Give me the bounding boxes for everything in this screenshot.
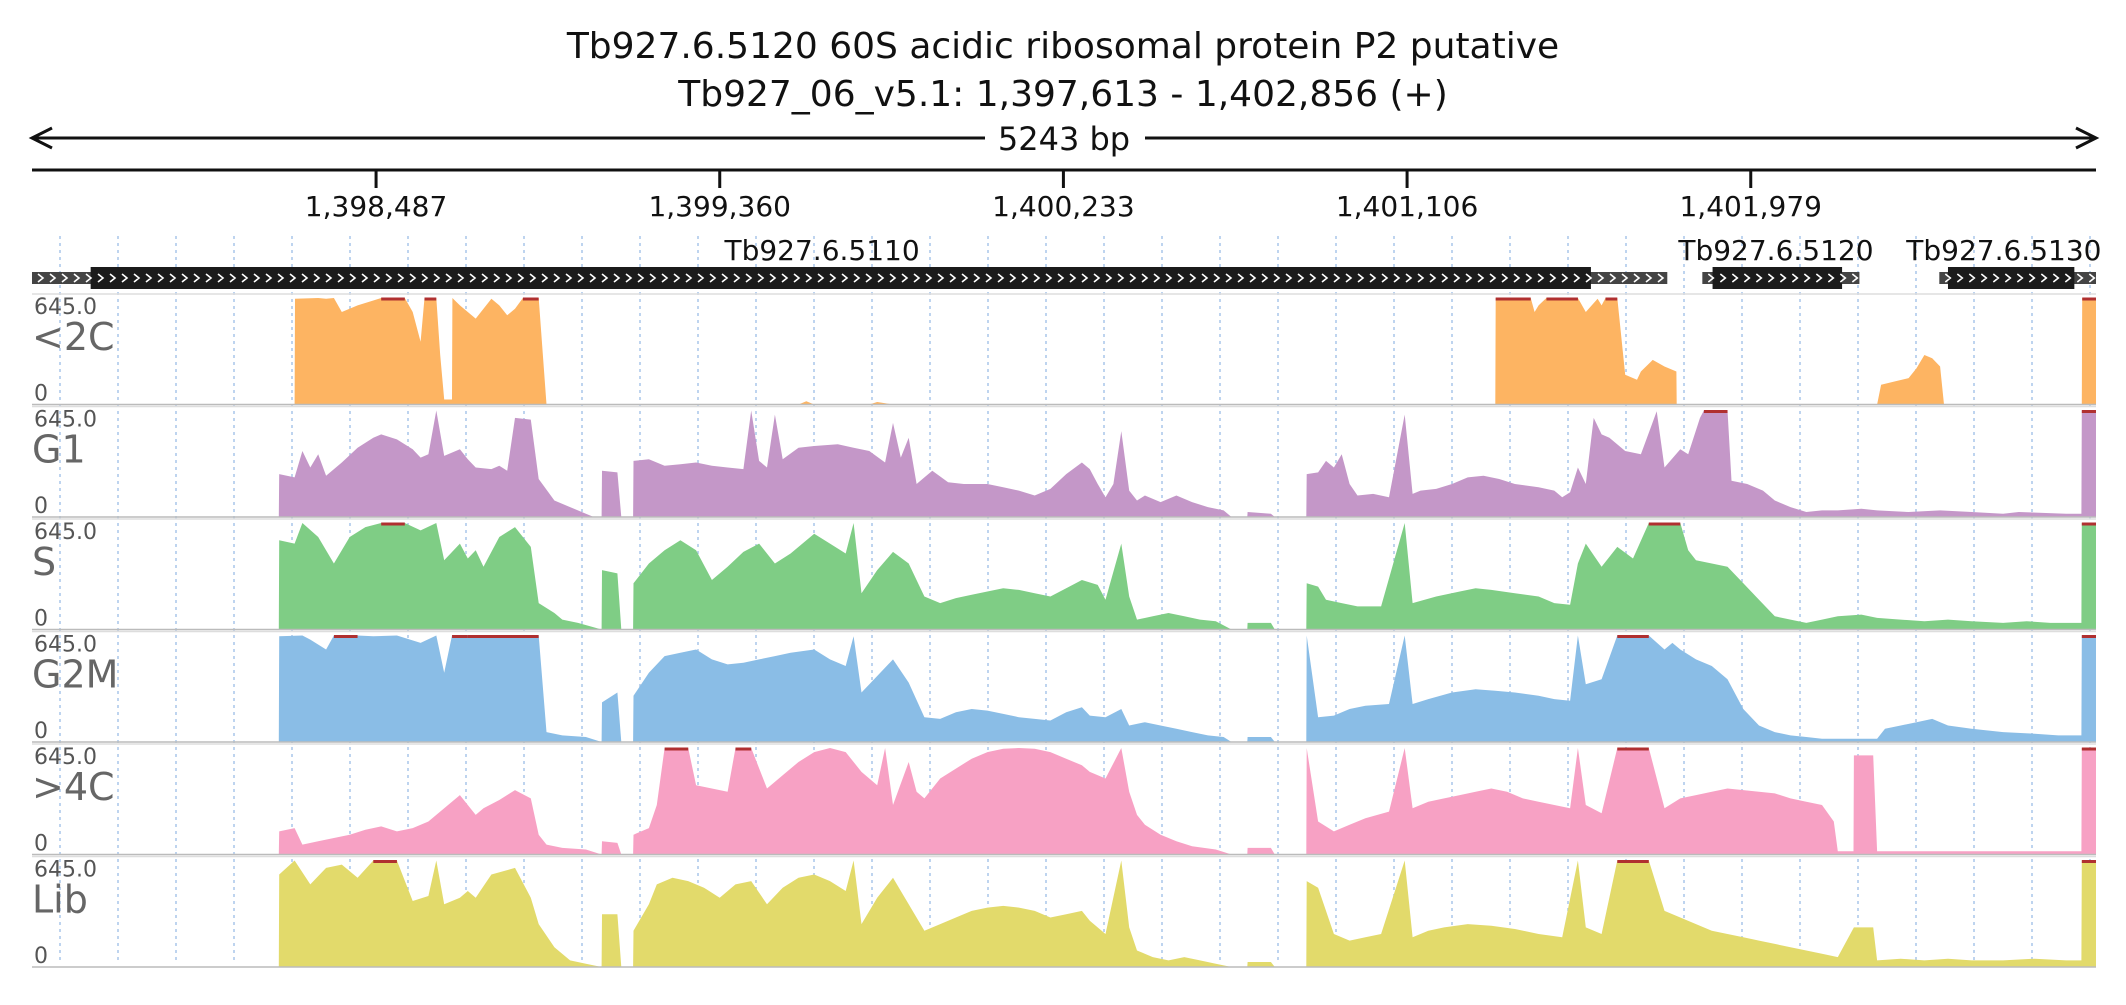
track-min-label: 0 [34,494,48,519]
coverage-area [32,523,2096,630]
track-min-label: 0 [34,382,48,407]
coverage-track: 645.0 0 <2C [32,293,2096,407]
coverage-area [32,860,2096,967]
coverage-track: 645.0 0 Lib [32,855,2096,969]
gene-strand-arrows [1707,273,1859,283]
gene-cds [90,267,1591,289]
gene-label: Tb927.6.5110 [723,234,919,267]
coverage-track: 645.0 0 G2M [32,630,2096,744]
chart-subtitle: Tb927_06_v5.1: 1,397,613 - 1,402,856 (+) [677,74,1448,115]
track-max-label: 645.0 [34,745,97,770]
x-tick-label: 1,400,233 [992,190,1135,223]
gene-label: Tb927.6.5130 [1905,234,2101,267]
x-tick-label: 1,401,979 [1679,190,1822,223]
track-max-label: 645.0 [34,858,97,883]
track-label: <2C [32,315,115,359]
track-min-label: 0 [34,607,48,632]
span-label: 5243 bp [998,120,1130,158]
coverage-track: 645.0 0 G1 [32,405,2096,519]
coverage-area [32,298,2096,405]
coverage-area [32,410,2096,517]
coverage-area [32,748,2096,855]
span-ruler: 5243 bp [28,120,2100,158]
track-max-label: 645.0 [34,408,97,433]
track-max-label: 645.0 [34,633,97,658]
gene-label: Tb927.6.5120 [1677,234,1873,267]
gene-strand-arrows [37,273,1665,283]
span-arrow-left [28,126,53,150]
gene-cds [1712,267,1843,289]
x-tick-label: 1,398,487 [305,190,448,223]
coverage-tracks: 645.00<2C645.00G1645.00S645.00G2M645.00>… [32,293,2096,969]
track-max-label: 645.0 [34,295,97,320]
span-arrow-right [2075,126,2100,150]
gene-track: Tb927.6.5110 Tb927.6.5120 Tb927.6.5130 [32,234,2101,289]
gene-strand-arrows [1944,273,2096,283]
x-tick-label: 1,401,106 [1336,190,1479,223]
track-label: G2M [32,653,118,697]
track-label: G1 [32,428,86,472]
track-min-label: 0 [34,719,48,744]
track-label: Lib [32,878,88,922]
coverage-track: 645.0 0 >4C [32,743,2096,857]
chart-title: Tb927.6.5120 60S acidic ribosomal protei… [566,26,1559,67]
track-label: S [32,540,56,584]
coverage-track: 645.0 0 S [32,518,2096,632]
track-min-label: 0 [34,944,48,969]
x-tick-label: 1,399,360 [648,190,791,223]
coverage-area [32,635,2096,742]
track-label: >4C [32,765,115,809]
track-max-label: 645.0 [34,520,97,545]
track-min-label: 0 [34,832,48,857]
x-axis: 1,398,487 1,399,360 1,400,233 1,401,106 1,40… [32,168,2096,223]
